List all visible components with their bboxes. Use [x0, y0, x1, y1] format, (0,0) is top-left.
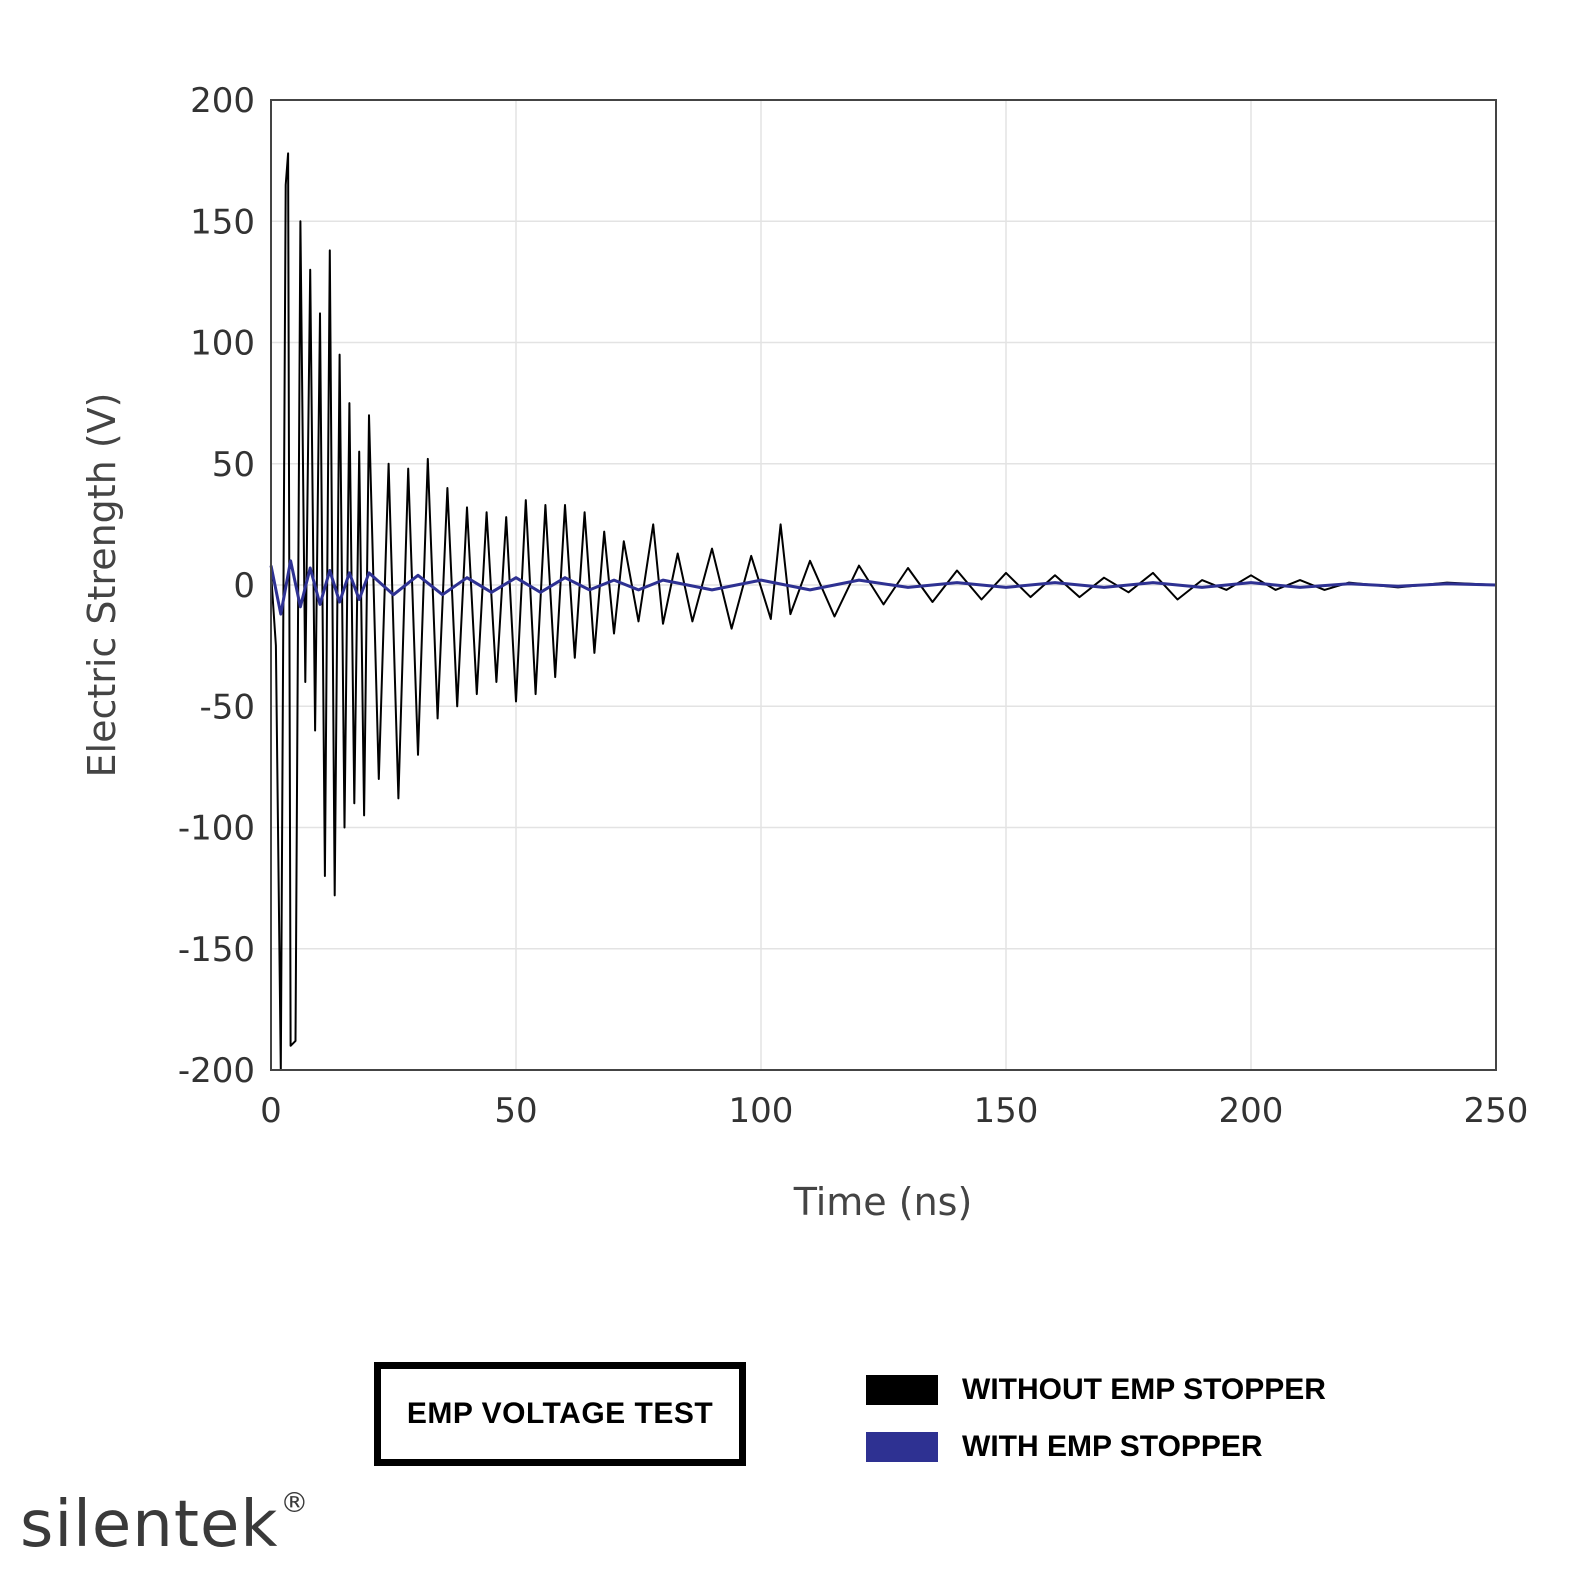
registered-mark: ®: [280, 1486, 310, 1519]
series-line-with: [269, 559, 1497, 616]
silentek-logo: silentek®: [20, 1486, 309, 1562]
x-tick-label: 100: [729, 1091, 794, 1131]
y-axis-label: Electric Strength (V): [80, 393, 124, 778]
legend: WITHOUT EMP STOPPER WITH EMP STOPPER: [866, 1370, 1326, 1484]
x-tick-label: 200: [1219, 1091, 1284, 1131]
y-tick-label: 150: [190, 202, 255, 242]
legend-label-without: WITHOUT EMP STOPPER: [962, 1373, 1326, 1406]
y-tick-label: 50: [212, 445, 255, 485]
x-axis-label: Time (ns): [793, 1180, 973, 1224]
legend-swatch-without: [866, 1375, 938, 1405]
x-tick-label: 150: [974, 1091, 1039, 1131]
y-tick-label: -150: [178, 930, 255, 970]
legend-item-with: WITH EMP STOPPER: [866, 1427, 1326, 1467]
plot-frame: [270, 99, 1497, 1071]
series-layer: [269, 152, 1497, 1071]
tick-labels: 0 50 100 150 200 250 200 150 100 50 0 -50 -100 -150 -2…: [178, 81, 1529, 1131]
x-tick-label: 50: [494, 1091, 537, 1131]
legend-item-without: WITHOUT EMP STOPPER: [866, 1370, 1326, 1410]
y-tick-label: -200: [178, 1051, 255, 1091]
y-tick-label: -50: [199, 687, 255, 727]
logo-text: silentek: [20, 1488, 279, 1562]
y-tick-label: 200: [190, 81, 255, 121]
y-tick-label: -100: [178, 809, 255, 849]
x-tick-label: 250: [1464, 1091, 1529, 1131]
legend-swatch-with: [866, 1432, 938, 1462]
series-line-without: [270, 152, 1497, 1071]
y-tick-label: 0: [233, 566, 255, 606]
chart-title: EMP VOLTAGE TEST: [374, 1362, 746, 1466]
legend-label-with: WITH EMP STOPPER: [962, 1430, 1263, 1463]
x-tick-label: 0: [260, 1091, 282, 1131]
y-tick-label: 100: [190, 324, 255, 364]
